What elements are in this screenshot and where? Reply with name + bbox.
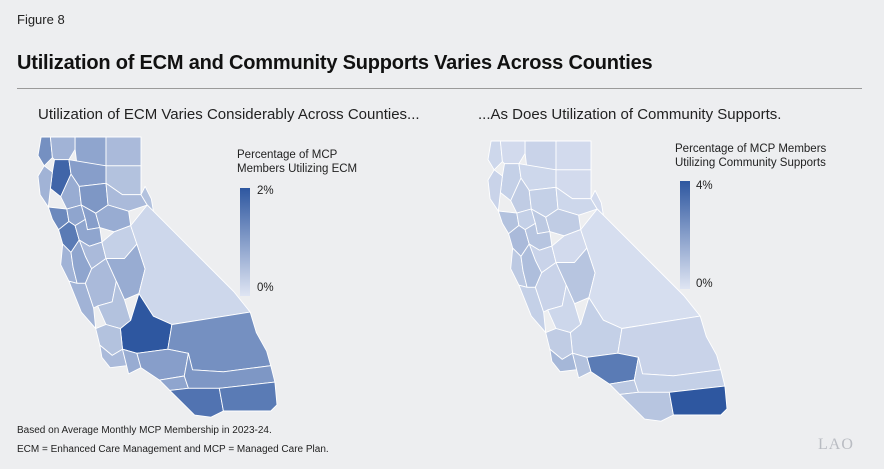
cs-legend-max: 4% <box>696 180 713 192</box>
county-region-sd <box>619 391 674 422</box>
county-region-n2 <box>499 140 526 165</box>
county-region-n6 <box>555 140 592 171</box>
lao-logo: LAO <box>818 436 854 453</box>
figure-label: Figure 8 <box>17 12 65 27</box>
county-region-r1 <box>487 169 503 212</box>
county-region-n2 <box>49 136 76 161</box>
right-panel-title: ...As Does Utilization of Community Supp… <box>478 106 782 123</box>
left-panel-title: Utilization of ECM Varies Considerably A… <box>38 106 420 123</box>
county-region-sl <box>545 328 573 360</box>
ecm-map <box>37 136 278 418</box>
county-region-im <box>218 381 278 412</box>
title-divider <box>17 88 862 89</box>
county-region-vn <box>122 348 142 375</box>
county-region-n6 <box>105 136 142 167</box>
footnote-source: Based on Average Monthly MCP Membership … <box>17 425 272 436</box>
cs-legend-title-line2: Utilizing Community Supports <box>675 157 826 169</box>
county-region-im <box>668 385 728 416</box>
county-region-n1 <box>37 136 53 167</box>
county-region-e1 <box>130 204 251 325</box>
county-region-sd <box>169 387 224 418</box>
county-region-vn <box>572 352 592 379</box>
community-supports-map <box>487 140 728 422</box>
footnote-abbreviations: ECM = Enhanced Care Management and MCP =… <box>17 444 329 455</box>
figure-title: Utilization of ECM and Community Support… <box>17 52 653 74</box>
ecm-legend-title: Percentage of MCP Members Utilizing ECM <box>237 148 357 176</box>
ecm-legend-title-line1: Percentage of MCP <box>237 149 338 161</box>
county-region-la <box>136 348 189 381</box>
ecm-legend-min: 0% <box>257 282 274 294</box>
county-region-r1 <box>37 165 53 208</box>
cs-legend-title-line1: Percentage of MCP Members <box>675 143 827 155</box>
ecm-legend-max: 2% <box>257 185 274 197</box>
cs-legend-colorbar <box>680 181 690 289</box>
ecm-legend-title-line2: Members Utilizing ECM <box>237 163 358 175</box>
cs-legend-min: 0% <box>696 278 713 290</box>
county-region-la <box>586 352 639 385</box>
ecm-legend-colorbar <box>240 188 250 296</box>
county-region-sl <box>95 324 123 356</box>
county-region-r5 <box>140 185 154 212</box>
county-region-r5 <box>590 189 604 216</box>
cs-legend-title: Percentage of MCP Members Utilizing Comm… <box>675 142 826 170</box>
county-region-n1 <box>487 140 503 171</box>
